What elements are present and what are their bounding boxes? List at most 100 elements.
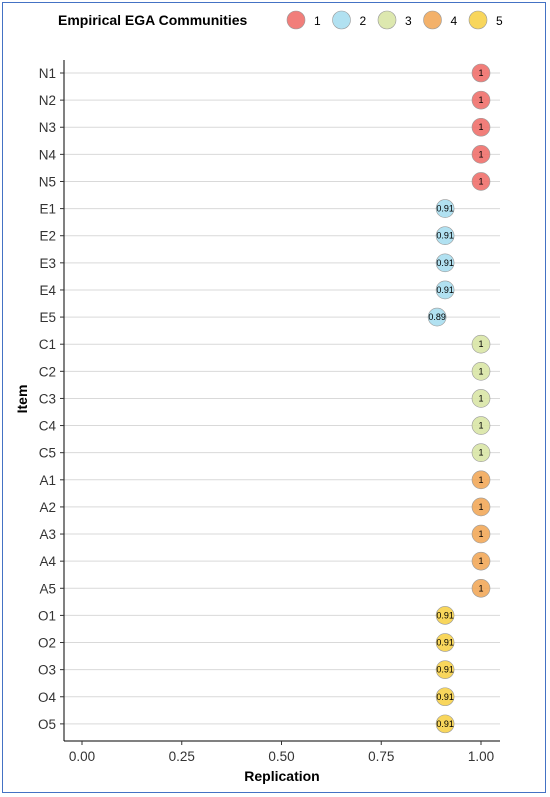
point-a3 bbox=[471, 524, 491, 544]
data-points: 1 1 1 1 1 0.91 0.91 0.91 0.91 0.89 1 1 1 1 1 1 1 1 1 1 0.91 0… bbox=[427, 63, 491, 734]
point-label-n5: 1 bbox=[478, 176, 483, 186]
point-label-c5: 1 bbox=[478, 448, 483, 458]
y-axis-title: Item bbox=[14, 385, 30, 414]
legend-label-5: 5 bbox=[496, 14, 503, 28]
point-label-a5: 1 bbox=[478, 583, 483, 593]
x-ticks: 0.00 0.25 0.50 0.75 1.00 bbox=[69, 741, 494, 764]
y-tick-label-e5: E5 bbox=[39, 310, 56, 325]
y-tick-label-c2: C2 bbox=[39, 364, 56, 379]
y-tick-label-c5: C5 bbox=[39, 446, 56, 461]
y-tick-label-o5: O5 bbox=[38, 717, 56, 732]
point-e5 bbox=[427, 307, 447, 327]
y-tick-label-e4: E4 bbox=[39, 283, 56, 298]
y-tick-label-n3: N3 bbox=[39, 120, 56, 135]
point-label-o1: 0.91 bbox=[436, 610, 454, 620]
x-tick-label-4: 1.00 bbox=[468, 749, 494, 764]
point-label-e5: 0.89 bbox=[428, 312, 446, 322]
point-label-c3: 1 bbox=[478, 393, 483, 403]
point-label-a3: 1 bbox=[478, 529, 483, 539]
point-n3 bbox=[471, 117, 491, 137]
legend-label-2: 2 bbox=[360, 14, 367, 28]
point-label-a2: 1 bbox=[478, 502, 483, 512]
y-tick-label-e1: E1 bbox=[39, 202, 56, 217]
x-tick-label-1: 0.25 bbox=[169, 749, 195, 764]
point-label-n2: 1 bbox=[478, 95, 483, 105]
y-tick-label-a1: A1 bbox=[39, 473, 56, 488]
point-n2 bbox=[471, 90, 491, 110]
legend-title: Empirical EGA Communities bbox=[58, 12, 248, 28]
point-c2 bbox=[471, 362, 491, 381]
y-tick-label-c1: C1 bbox=[39, 337, 56, 352]
point-a4 bbox=[471, 551, 491, 571]
point-n4 bbox=[471, 145, 491, 164]
point-label-o4: 0.91 bbox=[436, 692, 454, 702]
point-label-n4: 1 bbox=[478, 149, 483, 159]
point-label-a4: 1 bbox=[478, 556, 483, 566]
y-tick-label-o4: O4 bbox=[38, 690, 57, 705]
y-tick-label-a2: A2 bbox=[39, 500, 56, 515]
point-o5 bbox=[435, 714, 455, 734]
point-label-o3: 0.91 bbox=[436, 665, 454, 675]
gridlines bbox=[64, 72, 500, 725]
x-tick-label-0: 0.00 bbox=[69, 749, 95, 764]
y-tick-label-c3: C3 bbox=[39, 391, 56, 406]
point-c4 bbox=[471, 416, 491, 435]
point-c5 bbox=[471, 443, 491, 462]
point-label-e3: 0.91 bbox=[436, 258, 454, 268]
y-tick-label-o2: O2 bbox=[38, 636, 56, 651]
x-tick-label-2: 0.50 bbox=[268, 749, 294, 764]
y-tick-label-o1: O1 bbox=[38, 608, 56, 623]
point-n5 bbox=[471, 172, 491, 191]
point-label-n1: 1 bbox=[478, 68, 483, 78]
point-label-o2: 0.91 bbox=[436, 638, 454, 648]
point-a1 bbox=[471, 470, 491, 490]
point-e4 bbox=[435, 280, 455, 300]
y-tick-label-n4: N4 bbox=[39, 147, 57, 162]
y-tick-label-e2: E2 bbox=[39, 229, 56, 244]
point-a2 bbox=[471, 497, 491, 517]
y-tick-label-a5: A5 bbox=[39, 581, 56, 596]
point-o2 bbox=[435, 633, 455, 652]
point-o4 bbox=[435, 687, 455, 707]
y-tick-label-n2: N2 bbox=[39, 93, 56, 108]
point-label-c2: 1 bbox=[478, 366, 483, 376]
point-label-a1: 1 bbox=[478, 475, 483, 485]
point-label-c4: 1 bbox=[478, 421, 483, 431]
legend-label-1: 1 bbox=[314, 14, 321, 28]
legend-swatch-5 bbox=[468, 10, 488, 30]
y-tick-label-n5: N5 bbox=[39, 174, 56, 189]
y-tick-label-c4: C4 bbox=[39, 419, 57, 434]
legend-swatch-2 bbox=[332, 10, 351, 30]
axes bbox=[63, 60, 500, 742]
y-tick-label-a4: A4 bbox=[39, 554, 56, 569]
x-axis-title: Replication bbox=[244, 768, 319, 784]
point-label-c1: 1 bbox=[478, 339, 483, 349]
y-ticks: N1 N2 N3 N4 N5 E1 E2 E3 E4 E5 C1 C2 C3 C4 C5 A1 A2 A3 A4 A5… bbox=[38, 66, 64, 732]
point-label-n3: 1 bbox=[478, 122, 483, 132]
y-tick-label-o3: O3 bbox=[38, 663, 56, 678]
point-label-e4: 0.91 bbox=[436, 285, 454, 295]
legend-label-4: 4 bbox=[451, 14, 458, 28]
point-o3 bbox=[435, 660, 455, 679]
point-e3 bbox=[435, 253, 455, 273]
legend-swatch-1 bbox=[286, 10, 306, 30]
x-tick-label-3: 0.75 bbox=[368, 749, 394, 764]
y-tick-label-n1: N1 bbox=[39, 66, 56, 81]
point-o1 bbox=[435, 606, 455, 625]
legend: Empirical EGA Communities 1 2 3 4 5 bbox=[58, 10, 503, 30]
legend-swatch-4 bbox=[423, 10, 442, 30]
point-e1 bbox=[435, 199, 455, 218]
point-c1 bbox=[471, 334, 491, 354]
y-tick-label-e3: E3 bbox=[39, 256, 56, 271]
legend-label-3: 3 bbox=[405, 14, 412, 28]
point-a5 bbox=[471, 578, 491, 598]
point-label-e1: 0.91 bbox=[436, 204, 454, 214]
point-n1 bbox=[471, 63, 491, 83]
point-label-o5: 0.91 bbox=[436, 719, 454, 729]
y-tick-label-a3: A3 bbox=[39, 527, 56, 542]
legend-swatch-3 bbox=[377, 10, 397, 30]
point-label-e2: 0.91 bbox=[436, 231, 454, 241]
point-c3 bbox=[471, 389, 491, 408]
